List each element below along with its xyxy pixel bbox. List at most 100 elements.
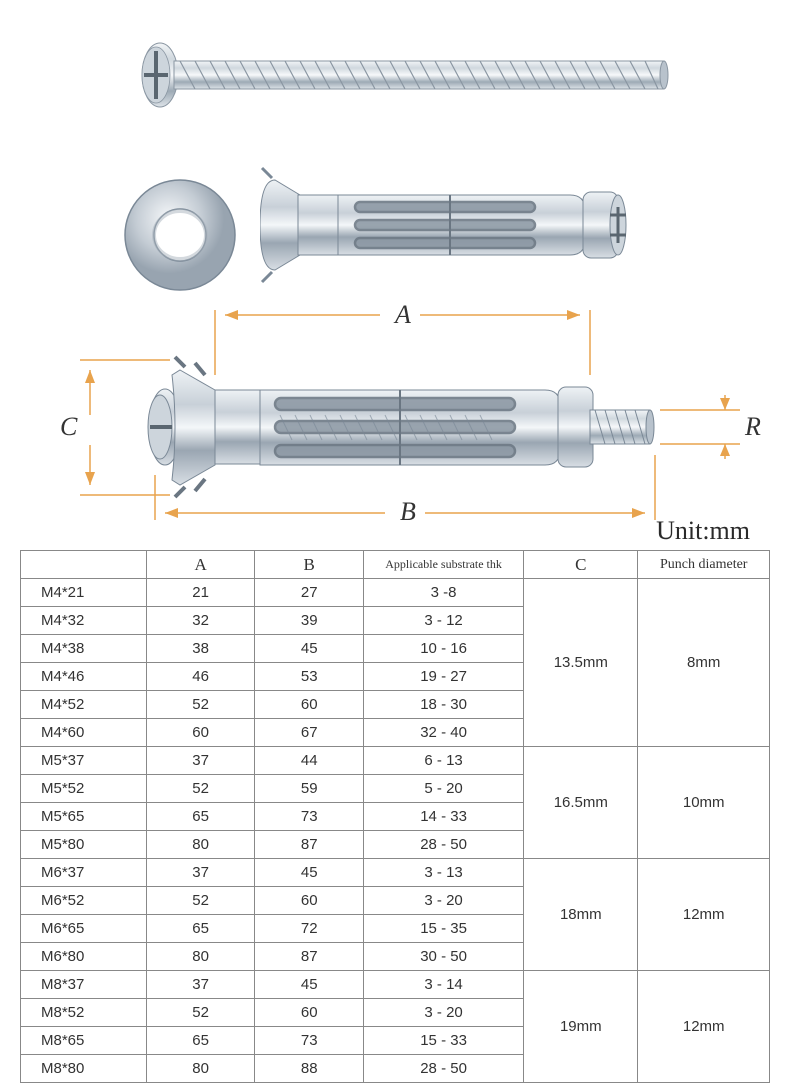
- cell-thk: 15 - 35: [364, 915, 524, 943]
- dim-label-a: A: [393, 300, 411, 329]
- header-a: A: [146, 551, 255, 579]
- cell-b: 45: [255, 635, 364, 663]
- cell-c: 19mm: [524, 971, 638, 1083]
- anchor-illustration: [260, 160, 630, 290]
- cell-thk: 32 - 40: [364, 719, 524, 747]
- cell-a: 46: [146, 663, 255, 691]
- cell-model: M8*65: [21, 1027, 147, 1055]
- cell-c: 16.5mm: [524, 747, 638, 859]
- spec-table-wrap: A B Applicable substrate thk C Punch dia…: [20, 550, 770, 1083]
- cell-b: 87: [255, 831, 364, 859]
- cell-model: M8*37: [21, 971, 147, 999]
- cell-thk: 3 - 20: [364, 887, 524, 915]
- cell-thk: 28 - 50: [364, 831, 524, 859]
- cell-model: M6*37: [21, 859, 147, 887]
- cell-model: M6*52: [21, 887, 147, 915]
- cell-a: 65: [146, 803, 255, 831]
- cell-thk: 3 - 13: [364, 859, 524, 887]
- cell-punch: 10mm: [638, 747, 770, 859]
- cell-model: M4*46: [21, 663, 147, 691]
- cell-c: 13.5mm: [524, 579, 638, 747]
- cell-model: M5*37: [21, 747, 147, 775]
- cell-b: 45: [255, 859, 364, 887]
- cell-a: 52: [146, 999, 255, 1027]
- cell-model: M5*52: [21, 775, 147, 803]
- table-row: M4*2121273 -813.5mm8mm: [21, 579, 770, 607]
- cell-thk: 28 - 50: [364, 1055, 524, 1083]
- cell-a: 52: [146, 691, 255, 719]
- table-header-row: A B Applicable substrate thk C Punch dia…: [21, 551, 770, 579]
- diagram-area: A C: [0, 0, 790, 540]
- cell-b: 60: [255, 691, 364, 719]
- cell-a: 37: [146, 971, 255, 999]
- cell-thk: 19 - 27: [364, 663, 524, 691]
- cell-model: M4*32: [21, 607, 147, 635]
- cell-thk: 3 -8: [364, 579, 524, 607]
- cell-a: 65: [146, 915, 255, 943]
- header-punch: Punch diameter: [638, 551, 770, 579]
- cell-thk: 3 - 12: [364, 607, 524, 635]
- cell-a: 80: [146, 1055, 255, 1083]
- cell-thk: 5 - 20: [364, 775, 524, 803]
- cell-b: 67: [255, 719, 364, 747]
- cell-a: 21: [146, 579, 255, 607]
- cell-a: 38: [146, 635, 255, 663]
- header-c: C: [524, 551, 638, 579]
- cell-a: 80: [146, 831, 255, 859]
- cell-b: 59: [255, 775, 364, 803]
- cell-model: M4*38: [21, 635, 147, 663]
- cell-a: 52: [146, 775, 255, 803]
- cell-b: 53: [255, 663, 364, 691]
- cell-b: 60: [255, 887, 364, 915]
- cell-a: 52: [146, 887, 255, 915]
- washer-illustration: [120, 175, 240, 295]
- cell-b: 44: [255, 747, 364, 775]
- cell-a: 37: [146, 859, 255, 887]
- cell-thk: 18 - 30: [364, 691, 524, 719]
- cell-b: 73: [255, 1027, 364, 1055]
- cell-thk: 3 - 20: [364, 999, 524, 1027]
- cell-model: M6*80: [21, 943, 147, 971]
- cell-thk: 15 - 33: [364, 1027, 524, 1055]
- cell-model: M5*65: [21, 803, 147, 831]
- cell-b: 87: [255, 943, 364, 971]
- table-row: M8*3737453 - 1419mm12mm: [21, 971, 770, 999]
- cell-model: M4*52: [21, 691, 147, 719]
- cell-b: 27: [255, 579, 364, 607]
- cell-model: M8*80: [21, 1055, 147, 1083]
- cell-b: 73: [255, 803, 364, 831]
- cell-a: 65: [146, 1027, 255, 1055]
- cell-thk: 10 - 16: [364, 635, 524, 663]
- cell-b: 39: [255, 607, 364, 635]
- cell-model: M4*21: [21, 579, 147, 607]
- cell-c: 18mm: [524, 859, 638, 971]
- header-b: B: [255, 551, 364, 579]
- screw-illustration: [140, 35, 680, 115]
- cell-model: M4*60: [21, 719, 147, 747]
- cell-punch: 12mm: [638, 859, 770, 971]
- cell-a: 80: [146, 943, 255, 971]
- dim-label-r: R: [744, 412, 761, 441]
- cell-punch: 12mm: [638, 971, 770, 1083]
- spec-table: A B Applicable substrate thk C Punch dia…: [20, 550, 770, 1083]
- cell-punch: 8mm: [638, 579, 770, 747]
- dim-label-c: C: [60, 412, 78, 441]
- cell-a: 60: [146, 719, 255, 747]
- cell-b: 60: [255, 999, 364, 1027]
- cell-b: 88: [255, 1055, 364, 1083]
- header-thk: Applicable substrate thk: [364, 551, 524, 579]
- header-model: [21, 551, 147, 579]
- cell-thk: 30 - 50: [364, 943, 524, 971]
- cell-model: M8*52: [21, 999, 147, 1027]
- cell-a: 37: [146, 747, 255, 775]
- dim-label-b: B: [400, 497, 416, 525]
- cell-thk: 6 - 13: [364, 747, 524, 775]
- table-row: M5*3737446 - 1316.5mm10mm: [21, 747, 770, 775]
- assembly-with-dims: A C: [0, 295, 790, 525]
- cell-model: M5*80: [21, 831, 147, 859]
- table-row: M6*3737453 - 1318mm12mm: [21, 859, 770, 887]
- cell-thk: 14 - 33: [364, 803, 524, 831]
- cell-b: 45: [255, 971, 364, 999]
- cell-model: M6*65: [21, 915, 147, 943]
- cell-a: 32: [146, 607, 255, 635]
